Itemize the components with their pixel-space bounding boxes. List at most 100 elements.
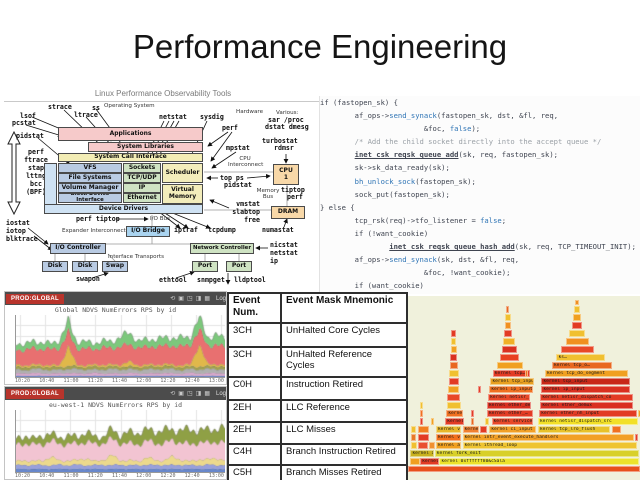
flame-frame[interactable] <box>447 394 461 401</box>
flame-frame[interactable] <box>420 410 424 417</box>
flame-frame[interactable] <box>411 426 417 433</box>
flame-frame[interactable] <box>569 330 586 337</box>
box-io-bridge: I/O Bridge <box>126 226 170 237</box>
toolbar-icon[interactable]: ⟲ <box>170 390 176 397</box>
flame-frame[interactable] <box>525 370 529 377</box>
flame-frame[interactable]: kernel`netisr_dispatch_src <box>537 418 638 425</box>
flame-frame[interactable]: kernel`0xffffff80&cSala <box>439 458 639 465</box>
flame-frame[interactable] <box>501 346 518 353</box>
flame-frame[interactable] <box>561 346 594 353</box>
flame-frame[interactable]: kernel`ether_demux <box>540 402 634 409</box>
flame-frame[interactable]: ks… <box>556 354 606 361</box>
flame-frame[interactable] <box>572 314 581 321</box>
flame-frame[interactable]: kernel`tcp_do_segment <box>544 370 629 377</box>
event-num-cell: 3CH <box>227 346 282 378</box>
x-tick: 12:00 <box>136 378 152 384</box>
flame-frame[interactable]: kernel`tcp_lro_flush <box>537 426 610 433</box>
toolbar-icon[interactable]: ▦ <box>204 295 210 302</box>
flame-frame[interactable] <box>503 338 515 345</box>
flame-frame[interactable]: kernel`aio_daemon <box>435 442 462 449</box>
flame-frame[interactable] <box>449 370 459 377</box>
flame-frame[interactable] <box>504 330 513 337</box>
flame-frame[interactable]: kernel`vn_read <box>435 426 462 433</box>
flame-frame[interactable] <box>449 362 458 369</box>
hw-section-label: Hardware <box>236 109 264 115</box>
flame-frame[interactable]: kernel`netisr_dispatch_co <box>540 394 634 401</box>
flame-frame[interactable] <box>505 314 511 321</box>
flame-frame[interactable] <box>428 442 435 449</box>
graph1-log-toggle[interactable]: Log <box>215 295 226 302</box>
flame-frame[interactable] <box>447 386 460 393</box>
flame-frame[interactable]: kernel`tcp_input <box>490 378 535 385</box>
toolbar-icon[interactable]: ◨ <box>195 390 202 397</box>
os-section-label: Operating System <box>104 103 155 109</box>
flame-frame[interactable]: kernel`tcp… <box>492 370 530 377</box>
flame-frame[interactable] <box>565 338 589 345</box>
flame-frame[interactable]: kernel`0x… <box>420 458 439 465</box>
flame-frame[interactable] <box>635 434 639 441</box>
graph2-log-toggle[interactable]: Log <box>215 390 226 397</box>
flame-frame[interactable] <box>418 426 429 433</box>
flame-frame[interactable] <box>504 322 512 329</box>
flame-frame[interactable] <box>506 306 510 313</box>
toolbar-icon[interactable]: ⟲ <box>170 295 176 302</box>
flame-frame[interactable] <box>497 362 523 369</box>
toolbar-icon[interactable]: ▣ <box>178 390 184 397</box>
flame-frame[interactable]: kernel`tcp_o… <box>551 362 613 369</box>
flame-frame[interactable] <box>419 418 423 425</box>
flame-frame[interactable] <box>612 426 622 433</box>
toolbar-icon[interactable]: ▣ <box>178 295 184 302</box>
flame-frame[interactable]: kernel`ip_input <box>489 386 534 393</box>
flame-frame[interactable]: kernel`ether_nh_input <box>539 410 637 417</box>
toolbar-icon[interactable]: ▦ <box>204 390 210 397</box>
flame-frame[interactable]: kernel`M_iotr <box>462 426 479 433</box>
table-row: C0H Instruction Retired <box>227 376 408 401</box>
flame-frame[interactable]: kernel`intr_event_execute_handlers <box>462 434 635 441</box>
flame-frame[interactable] <box>470 418 474 425</box>
flame-frame[interactable] <box>418 434 429 441</box>
flame-frame[interactable] <box>450 354 458 361</box>
flame-frame[interactable] <box>479 426 487 433</box>
flame-frame[interactable]: kernel`netisr_di… <box>488 394 530 401</box>
flame-frame[interactable] <box>411 442 418 449</box>
flame-frame[interactable]: kernel`ip_input <box>541 386 630 393</box>
flame-frame[interactable] <box>431 418 435 425</box>
flame-frame[interactable] <box>477 386 481 393</box>
flame-frame[interactable] <box>447 402 462 409</box>
flame-frame[interactable] <box>451 330 456 337</box>
flame-frame[interactable]: kernel`ithread_loop <box>462 442 637 449</box>
flame-frame[interactable]: kernel`am… <box>410 450 434 457</box>
flame-frame[interactable] <box>450 338 457 345</box>
flame-frame[interactable] <box>411 434 417 441</box>
code-lines: if (fastopen_sk) { af_ops->send_synack(f… <box>320 98 636 291</box>
flame-frame[interactable]: kernel`… <box>446 410 463 417</box>
flame-frame[interactable] <box>499 354 520 361</box>
flame-frame[interactable] <box>410 458 420 465</box>
flame-frame[interactable]: kernel`vn_io_fa… <box>435 434 462 441</box>
flame-frame[interactable] <box>471 410 475 417</box>
toolbar-icon[interactable]: ◳ <box>186 390 193 397</box>
graph2-env-badge: PROD:GLOBAL <box>6 388 64 399</box>
flame-frame[interactable]: kernel`ether_demux <box>486 402 531 409</box>
flame-frame[interactable]: kernel`ether_… <box>486 410 534 417</box>
tool-numastat: numastat <box>262 226 294 234</box>
x-tick: 11:40 <box>111 378 127 384</box>
flame-frame[interactable]: kernel`… <box>445 418 464 425</box>
flame-frame[interactable] <box>484 418 490 425</box>
flame-frame[interactable] <box>573 306 580 313</box>
flame-frame[interactable]: kernel`tcp_input <box>541 378 630 385</box>
flame-frame[interactable] <box>448 378 460 385</box>
flame-frame[interactable] <box>574 300 579 305</box>
box-applications: Applications <box>58 127 203 141</box>
flame-frame[interactable] <box>418 442 428 449</box>
flame-frame[interactable]: kernel`fork_exit <box>434 450 639 457</box>
flame-frame[interactable] <box>420 402 424 409</box>
flame-frame[interactable]: kernel`ci_input <box>489 426 536 433</box>
toolbar-icon[interactable]: ◨ <box>195 295 202 302</box>
toolbar-icon[interactable]: ◳ <box>186 295 193 302</box>
flame-frame[interactable] <box>571 322 582 329</box>
flame-frame[interactable] <box>408 466 640 472</box>
flame-frame[interactable] <box>450 346 457 353</box>
flame-frame[interactable]: kernel`service_iq <box>491 418 534 425</box>
graph1-canvas <box>16 315 225 377</box>
